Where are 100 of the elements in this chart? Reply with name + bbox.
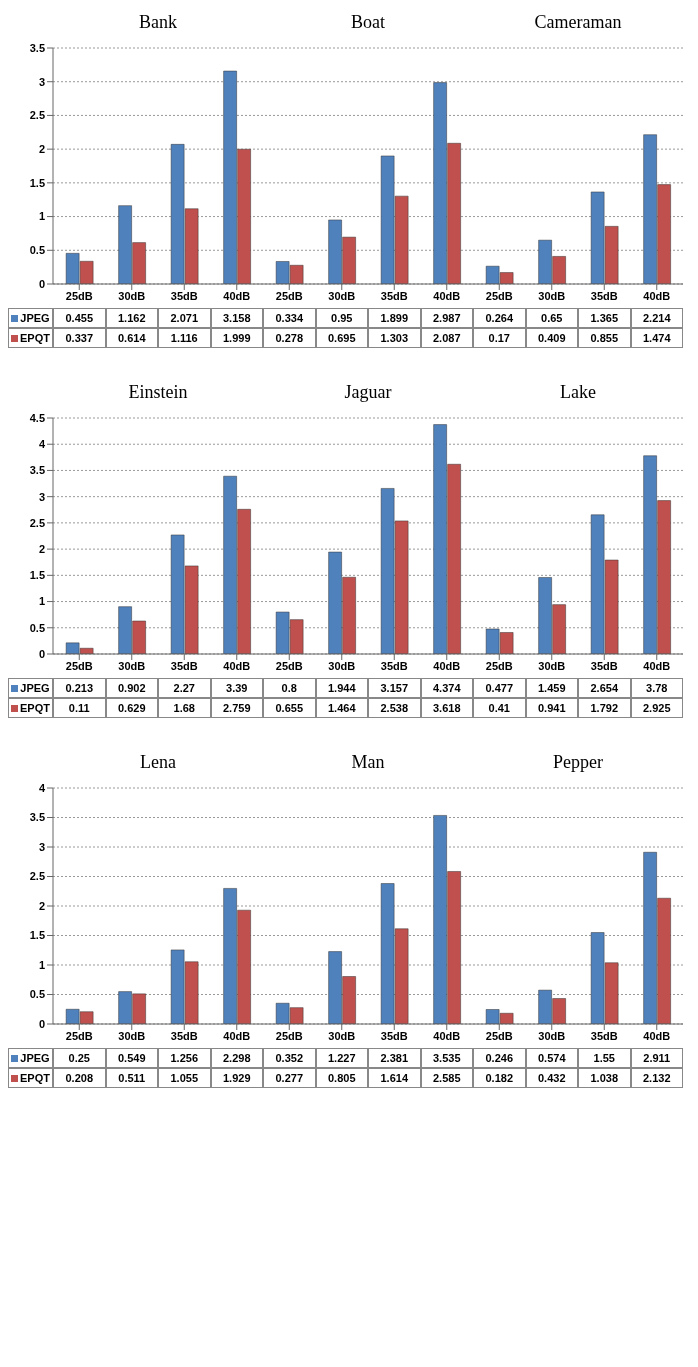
data-label: 0.334 — [263, 308, 316, 328]
y-tick-label: 1 — [38, 595, 45, 608]
data-label: 1.899 — [368, 308, 421, 328]
y-tick-label: 2.5 — [29, 870, 45, 883]
data-label: 0.695 — [315, 328, 368, 348]
data-label: 2.987 — [420, 308, 473, 328]
data-label: 3.78 — [630, 678, 683, 698]
data-label: 1.303 — [368, 328, 421, 348]
data-label: 2.911 — [630, 1048, 683, 1068]
data-label: 0.278 — [263, 328, 316, 348]
data-label: 2.759 — [210, 698, 263, 718]
x-tick-label: 40dB — [643, 289, 671, 302]
data-label: 0.432 — [525, 1068, 578, 1088]
data-label: 2.654 — [578, 678, 631, 698]
y-tick-label: 3 — [38, 490, 45, 503]
x-tick-label: 40dB — [643, 1029, 671, 1042]
x-tick-label: 25dB — [65, 659, 93, 672]
y-tick-label: 3 — [38, 840, 45, 853]
y-tick-label: 2 — [38, 143, 45, 156]
data-label: 0.511 — [105, 1068, 158, 1088]
data-label: 3.39 — [210, 678, 263, 698]
data-label: 2.27 — [158, 678, 211, 698]
data-label: 0.805 — [315, 1068, 368, 1088]
legend-label: EPQT — [20, 332, 50, 344]
data-label: 1.55 — [578, 1048, 631, 1068]
data-label: 1.055 — [158, 1068, 211, 1088]
x-tick-label: 30dB — [118, 1029, 146, 1042]
x-tick-label: 40dB — [223, 659, 251, 672]
text: Einstein — [127, 382, 189, 403]
y-tick-label: 2.5 — [29, 109, 45, 122]
data-label: 0.655 — [263, 698, 316, 718]
x-tick-label: 35dB — [170, 659, 198, 672]
text: Pepper — [552, 752, 604, 773]
x-tick-label: 40dB — [433, 659, 461, 672]
y-tick-label: 0 — [38, 647, 45, 660]
y-tick-label: 0.5 — [29, 988, 45, 1001]
data-label: 1.929 — [210, 1068, 263, 1088]
data-label: 0.352 — [263, 1048, 316, 1068]
x-tick-label: 35dB — [590, 659, 618, 672]
x-tick-label: 25dB — [65, 1029, 93, 1042]
data-label: 1.464 — [315, 698, 368, 718]
data-label: 0.41 — [473, 698, 526, 718]
y-tick-label: 3.5 — [29, 41, 45, 54]
data-label: 1.365 — [578, 308, 631, 328]
x-tick-label: 30dB — [118, 289, 146, 302]
y-tick-label: 4.5 — [29, 411, 45, 424]
data-label: 0.182 — [473, 1068, 526, 1088]
x-tick-label: 40dB — [223, 1029, 251, 1042]
legend-label: EPQT — [20, 1072, 50, 1084]
y-tick-label: 2 — [38, 543, 45, 556]
data-label: 0.337 — [53, 328, 106, 348]
x-tick-label: 25dB — [275, 1029, 303, 1042]
data-label: 0.208 — [53, 1068, 106, 1088]
data-label: 2.925 — [630, 698, 683, 718]
data-label: 0.11 — [53, 698, 106, 718]
x-tick-label: 25dB — [275, 289, 303, 302]
x-tick-label: 35dB — [380, 1029, 408, 1042]
data-label: 1.614 — [368, 1068, 421, 1088]
data-label: 2.585 — [420, 1068, 473, 1088]
y-tick-label: 1.5 — [29, 176, 45, 189]
x-tick-label: 25dB — [485, 289, 513, 302]
y-tick-label: 1.5 — [29, 569, 45, 582]
text: Cameraman — [533, 12, 623, 33]
x-tick-label: 30dB — [118, 659, 146, 672]
data-label: 1.459 — [525, 678, 578, 698]
x-tick-label: 25dB — [485, 1029, 513, 1042]
y-tick-label: 0 — [38, 1017, 45, 1030]
x-tick-label: 35dB — [170, 289, 198, 302]
y-tick-label: 3 — [38, 75, 45, 88]
legend-label: JPEG — [20, 1052, 50, 1064]
y-tick-label: 4 — [38, 438, 46, 451]
y-tick-label: 0 — [38, 277, 45, 290]
data-label: 0.549 — [105, 1048, 158, 1068]
text: Bank — [138, 12, 178, 33]
text: Jaguar — [343, 382, 393, 403]
data-label: 3.618 — [420, 698, 473, 718]
data-label: 2.214 — [630, 308, 683, 328]
legend-label: JPEG — [20, 312, 50, 324]
data-label: 0.574 — [525, 1048, 578, 1068]
y-tick-label: 3.5 — [29, 811, 45, 824]
data-label: 4.374 — [420, 678, 473, 698]
data-label: 1.999 — [210, 328, 263, 348]
x-tick-label: 30dB — [538, 659, 566, 672]
data-label: 0.477 — [473, 678, 526, 698]
data-label: 2.298 — [210, 1048, 263, 1068]
x-tick-label: 35dB — [590, 289, 618, 302]
x-tick-label: 35dB — [380, 289, 408, 302]
data-label: 0.264 — [473, 308, 526, 328]
x-tick-label: 25dB — [485, 659, 513, 672]
data-label: 1.474 — [630, 328, 683, 348]
data-label: 3.535 — [420, 1048, 473, 1068]
data-label: 0.629 — [105, 698, 158, 718]
data-label: 0.25 — [53, 1048, 106, 1068]
data-label: 2.381 — [368, 1048, 421, 1068]
text: Lena — [139, 752, 177, 773]
legend-label: EPQT — [20, 702, 50, 714]
data-label: 1.162 — [105, 308, 158, 328]
x-tick-label: 35dB — [590, 1029, 618, 1042]
data-label: 0.455 — [53, 308, 106, 328]
data-label: 0.95 — [315, 308, 368, 328]
